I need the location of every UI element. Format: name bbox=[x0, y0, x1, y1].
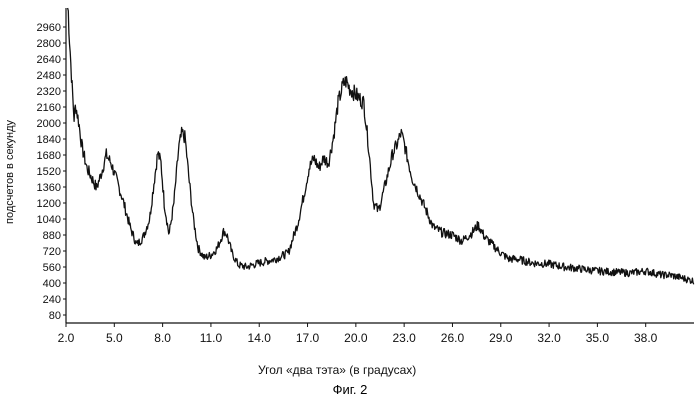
y-tick-label: 1200 bbox=[37, 198, 61, 210]
y-tick-label: 720 bbox=[43, 246, 61, 258]
x-tick-label: 35.0 bbox=[586, 331, 610, 345]
x-tick-label: 23.0 bbox=[392, 331, 416, 345]
x-tick-label: 14.0 bbox=[248, 331, 272, 345]
y-tick-label: 1520 bbox=[37, 166, 61, 178]
y-tick-label: 400 bbox=[43, 278, 61, 290]
x-tick-label: 20.0 bbox=[344, 331, 368, 345]
y-tick-label: 2640 bbox=[37, 54, 61, 66]
series-line bbox=[68, 8, 694, 284]
x-tick-label: 32.0 bbox=[537, 331, 561, 345]
y-tick-label: 2480 bbox=[37, 70, 61, 82]
y-tick-label: 1840 bbox=[37, 134, 61, 146]
y-tick-label: 80 bbox=[49, 310, 61, 322]
y-tick-label: 2000 bbox=[37, 118, 61, 130]
y-tick-label: 880 bbox=[43, 230, 61, 242]
y-tick-label: 2160 bbox=[37, 102, 61, 114]
x-tick-label: 38.0 bbox=[634, 331, 658, 345]
y-tick-label: 560 bbox=[43, 262, 61, 274]
y-tick-label: 2320 bbox=[37, 86, 61, 98]
x-tick-label: 26.0 bbox=[441, 331, 465, 345]
x-tick-label: 8.0 bbox=[154, 331, 171, 345]
y-tick-label: 240 bbox=[43, 294, 61, 306]
y-axis-title: подсчетов в секунду bbox=[4, 120, 16, 224]
y-tick-label: 1680 bbox=[37, 150, 61, 162]
y-tick-label: 2800 bbox=[37, 38, 61, 50]
figure-caption: Фиг. 2 bbox=[0, 382, 700, 397]
x-tick-label: 29.0 bbox=[489, 331, 513, 345]
y-tick-label: 1040 bbox=[37, 214, 61, 226]
x-axis-title: Угол «два тэта» (в градусах) bbox=[258, 363, 416, 377]
axes bbox=[66, 8, 694, 323]
x-tick-label: 11.0 bbox=[200, 331, 223, 345]
x-tick-label: 2.0 bbox=[58, 331, 75, 345]
y-tick-label: 1360 bbox=[37, 182, 61, 194]
ticks: 2.0 5.0 8.0 11.0 14.0 17.0 20.0 23.0 26.0 29.0 32.… bbox=[37, 22, 658, 345]
x-tick-label: 17.0 bbox=[296, 331, 320, 345]
x-tick-label: 5.0 bbox=[106, 331, 123, 345]
y-tick-label: 2960 bbox=[37, 22, 61, 34]
